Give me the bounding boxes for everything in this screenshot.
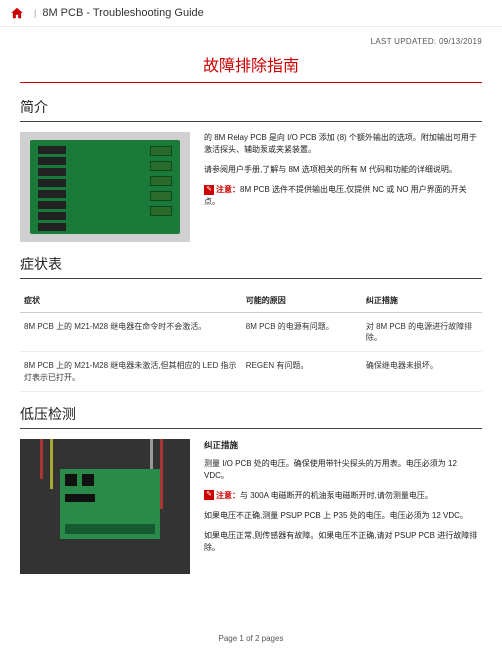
cell-sym: 8M PCB 上的 M21-M28 继电器未激活,但其相应的 LED 指示灯表示… <box>20 352 242 391</box>
main-title: 故障排除指南 <box>20 52 482 82</box>
section-symptom-title: 症状表 <box>20 254 482 274</box>
last-updated: LAST UPDATED: 09/13/2019 <box>20 37 482 46</box>
page-footer: Page 1 of 2 pages <box>0 634 502 643</box>
lowv-image <box>20 439 190 574</box>
breadcrumb-sep: | <box>34 8 36 18</box>
breadcrumb-title: 8M PCB - Troubleshooting Guide <box>42 7 203 19</box>
intro-row: 的 8M Relay PCB 是向 I/O PCB 添加 (8) 个额外输出的选… <box>20 132 482 242</box>
note-icon: ✎ <box>204 490 214 500</box>
pcb-image <box>20 132 190 242</box>
intro-text: 的 8M Relay PCB 是向 I/O PCB 添加 (8) 个额外输出的选… <box>204 132 482 242</box>
section-divider <box>20 278 482 279</box>
cell-cause: 8M PCB 的电源有问题。 <box>242 313 362 352</box>
intro-p2: 请参阅用户手册,了解与 8M 选项相关的所有 M 代码和功能的详细说明。 <box>204 164 482 176</box>
th-symptom: 症状 <box>20 289 242 313</box>
page-content: LAST UPDATED: 09/13/2019 故障排除指南 简介 的 8M … <box>0 27 502 584</box>
lowv-text: 纠正措施 测量 I/O PCB 处的电压。确保使用带针尖探头的万用表。电压必须为… <box>204 439 482 574</box>
intro-note: ✎注意：8M PCB 选件不提供输出电压,仅提供 NC 或 NO 用户界面的开关… <box>204 184 482 208</box>
section-divider <box>20 121 482 122</box>
intro-p1: 的 8M Relay PCB 是向 I/O PCB 添加 (8) 个额外输出的选… <box>204 132 482 156</box>
lowv-p2: 如果电压不正确,测量 PSUP PCB 上 P35 处的电压。电压必须为 12 … <box>204 510 482 522</box>
note-label: 注意： <box>216 491 240 500</box>
lowv-p1: 测量 I/O PCB 处的电压。确保使用带针尖探头的万用表。电压必须为 12 V… <box>204 458 482 482</box>
cell-sym: 8M PCB 上的 M21-M28 继电器在命令时不会激活。 <box>20 313 242 352</box>
table-row: 8M PCB 上的 M21-M28 继电器在命令时不会激活。 8M PCB 的电… <box>20 313 482 352</box>
note-icon: ✎ <box>204 185 214 195</box>
home-icon[interactable] <box>10 6 24 20</box>
note-text: 8M PCB 选件不提供输出电压,仅提供 NC 或 NO 用户界面的开关点。 <box>204 185 467 206</box>
table-header-row: 症状 可能的原因 纠正措施 <box>20 289 482 313</box>
symptom-table: 症状 可能的原因 纠正措施 8M PCB 上的 M21-M28 继电器在命令时不… <box>20 289 482 392</box>
table-row: 8M PCB 上的 M21-M28 继电器未激活,但其相应的 LED 指示灯表示… <box>20 352 482 391</box>
lowv-note: ✎注意：与 300A 电磁断开的机油泵电磁断开时,请勿测量电压。 <box>204 490 482 502</box>
note-label: 注意： <box>216 185 240 194</box>
th-action: 纠正措施 <box>362 289 482 313</box>
section-divider <box>20 428 482 429</box>
cell-action: 对 8M PCB 的电源进行故障排除。 <box>362 313 482 352</box>
note-text: 与 300A 电磁断开的机油泵电磁断开时,请勿测量电压。 <box>240 491 433 500</box>
lowv-p3: 如果电压正常,则传感器有故障。如果电压不正确,请对 PSUP PCB 进行故障排… <box>204 530 482 554</box>
title-divider <box>20 82 482 83</box>
cell-action: 确保继电器未损坏。 <box>362 352 482 391</box>
lowv-sub: 纠正措施 <box>204 439 482 452</box>
lowv-row: 纠正措施 测量 I/O PCB 处的电压。确保使用带针尖探头的万用表。电压必须为… <box>20 439 482 574</box>
th-cause: 可能的原因 <box>242 289 362 313</box>
section-lowv-title: 低压检测 <box>20 404 482 424</box>
cell-cause: REGEN 有问题。 <box>242 352 362 391</box>
top-bar: | 8M PCB - Troubleshooting Guide <box>0 0 502 27</box>
section-intro-title: 简介 <box>20 97 482 117</box>
